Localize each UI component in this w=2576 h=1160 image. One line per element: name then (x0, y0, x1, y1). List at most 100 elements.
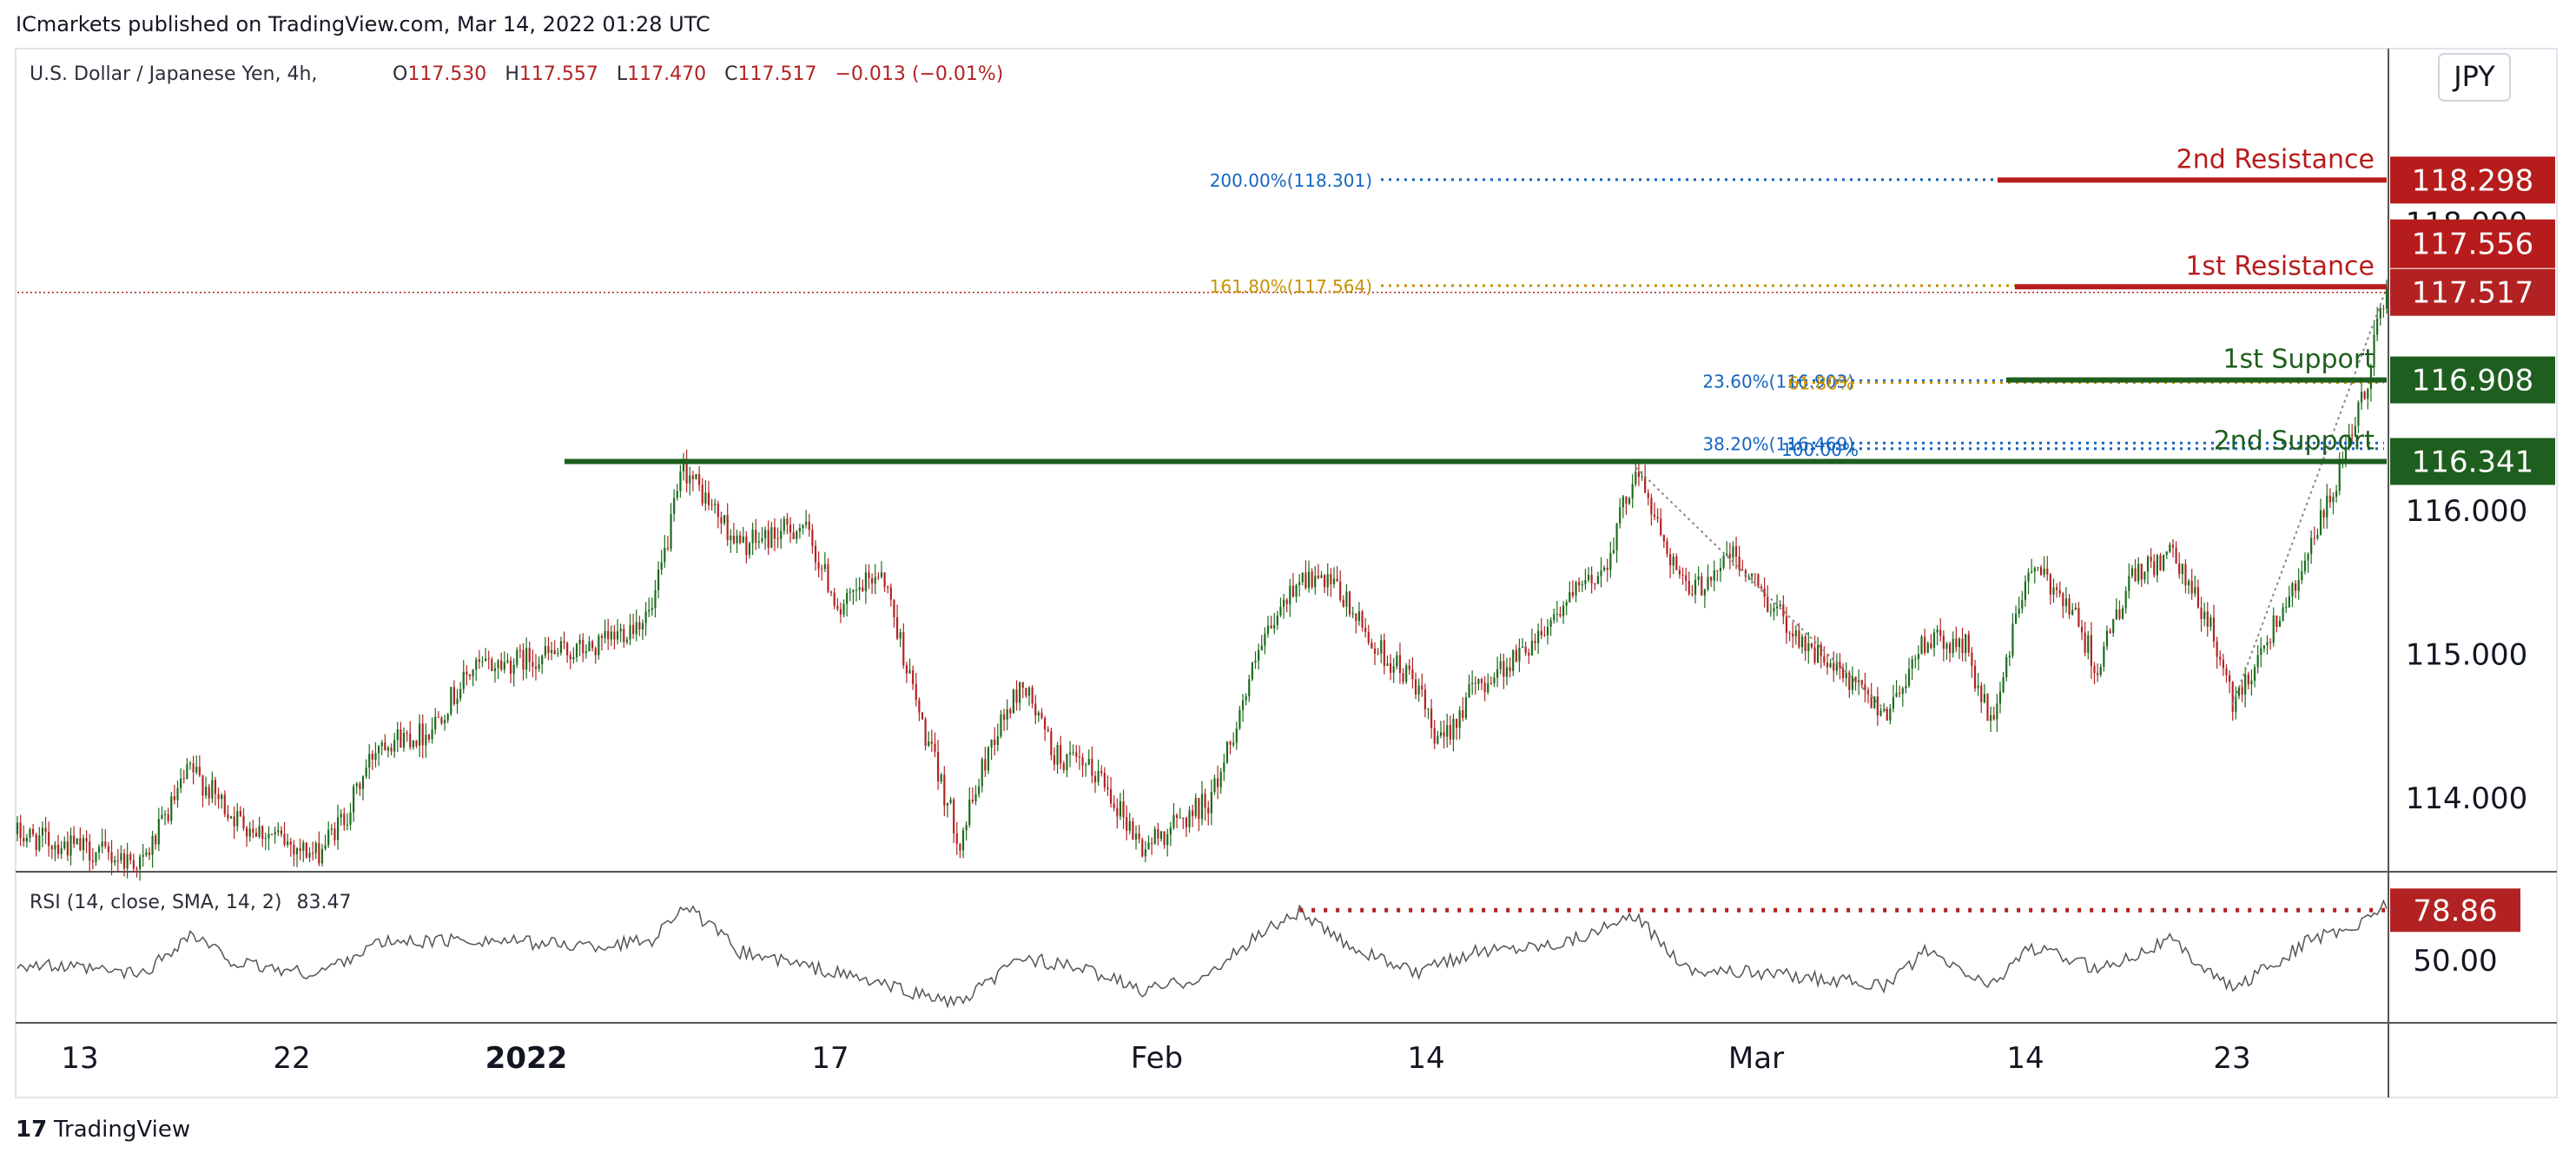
candle (1719, 557, 1722, 583)
candle (730, 529, 732, 553)
candle (167, 807, 169, 824)
candle (459, 682, 462, 702)
candle (434, 708, 437, 735)
candle (1389, 654, 1392, 681)
candle (1820, 642, 1822, 669)
candle (221, 793, 223, 809)
candle (73, 826, 76, 848)
candle (1317, 564, 1319, 580)
candle (1590, 566, 1593, 594)
price-tick-label: 115.000 (2406, 638, 2528, 673)
price-level-tag: 116.341 (2390, 438, 2555, 485)
candle (644, 602, 647, 636)
candle (1936, 624, 1939, 646)
candle (1839, 653, 1841, 680)
candle (1405, 662, 1408, 684)
candle (38, 827, 41, 853)
fib-level-label: 38.20%(116.469) (1702, 433, 1854, 454)
candle (780, 518, 783, 549)
candle (201, 774, 204, 807)
candle (1433, 720, 1436, 749)
candle (1402, 668, 1404, 685)
candle (1512, 649, 1515, 676)
candle (2357, 400, 2360, 433)
candle (258, 816, 261, 840)
candle (1213, 774, 1216, 795)
candle (943, 766, 946, 817)
candle (953, 797, 955, 844)
candle (2282, 603, 2284, 622)
candle (1628, 496, 1631, 505)
candle (1192, 804, 1194, 827)
candle (2011, 613, 2014, 659)
candle (1763, 577, 1766, 608)
candle (1301, 572, 1304, 586)
currency-button[interactable]: JPY (2438, 53, 2511, 102)
candle (239, 806, 241, 818)
candle (186, 758, 188, 780)
symbol-label[interactable]: U.S. Dollar / Japanese Yen, 4h, (30, 63, 317, 85)
candle (1606, 558, 1608, 582)
price-level-tag: 118.298 (2390, 156, 2555, 204)
candle (16, 815, 19, 841)
candle (324, 834, 327, 851)
candle (1569, 581, 1571, 603)
candle (1509, 657, 1511, 678)
candle (808, 513, 810, 537)
candle (2216, 636, 2218, 669)
candle (129, 851, 132, 865)
candle (1581, 580, 1583, 592)
candle (732, 523, 735, 545)
candle (1122, 789, 1125, 829)
candle (1386, 655, 1389, 667)
candle (1085, 762, 1087, 777)
candle (2319, 498, 2322, 536)
candle (2297, 568, 2300, 600)
price-axis[interactable]: 114.000115.000116.000118.000118.298116.9… (2390, 156, 2555, 816)
candle (1971, 647, 1973, 678)
candle (1320, 570, 1323, 579)
candle (1728, 543, 1731, 570)
candle (1870, 682, 1873, 709)
candle (2002, 671, 2005, 694)
candle (1285, 597, 1288, 613)
candle (657, 561, 660, 599)
candle (2024, 575, 2027, 607)
tradingview-logo[interactable]: 17 TradingView (16, 1117, 190, 1143)
candle (1619, 498, 1622, 529)
candle (95, 852, 97, 867)
candle (701, 478, 703, 507)
candle (242, 807, 245, 831)
candle (1047, 726, 1049, 733)
candle (664, 535, 666, 568)
candle (89, 834, 91, 872)
candle (1367, 624, 1370, 646)
candle (32, 823, 35, 837)
candle (132, 854, 135, 873)
candle (2256, 644, 2259, 674)
candle (2165, 550, 2168, 559)
candle (1068, 741, 1072, 768)
candle (839, 602, 842, 623)
candle (575, 643, 578, 662)
candle (2222, 653, 2224, 676)
candle (2275, 615, 2278, 633)
candle (163, 810, 167, 826)
candle (2099, 663, 2102, 677)
candle (261, 825, 264, 847)
candle (277, 822, 280, 836)
candle (1307, 560, 1311, 593)
candle (371, 750, 373, 770)
candle (1860, 679, 1863, 689)
trend-line-up (2231, 287, 2388, 705)
candle (1336, 565, 1338, 583)
candle (2262, 645, 2265, 653)
time-axis[interactable]: 13 22 2022 17 Feb 14 Mar 14 23 (61, 1041, 2250, 1076)
candle (126, 842, 129, 879)
candle (2184, 559, 2187, 594)
candle (2247, 671, 2249, 689)
overlay-layer: 200.00%(118.301)161.80%(117.564)23.60%(1… (17, 144, 2388, 713)
candle (996, 723, 999, 752)
candle (361, 774, 365, 801)
fib-level-label: 100.00% (1781, 439, 1859, 460)
